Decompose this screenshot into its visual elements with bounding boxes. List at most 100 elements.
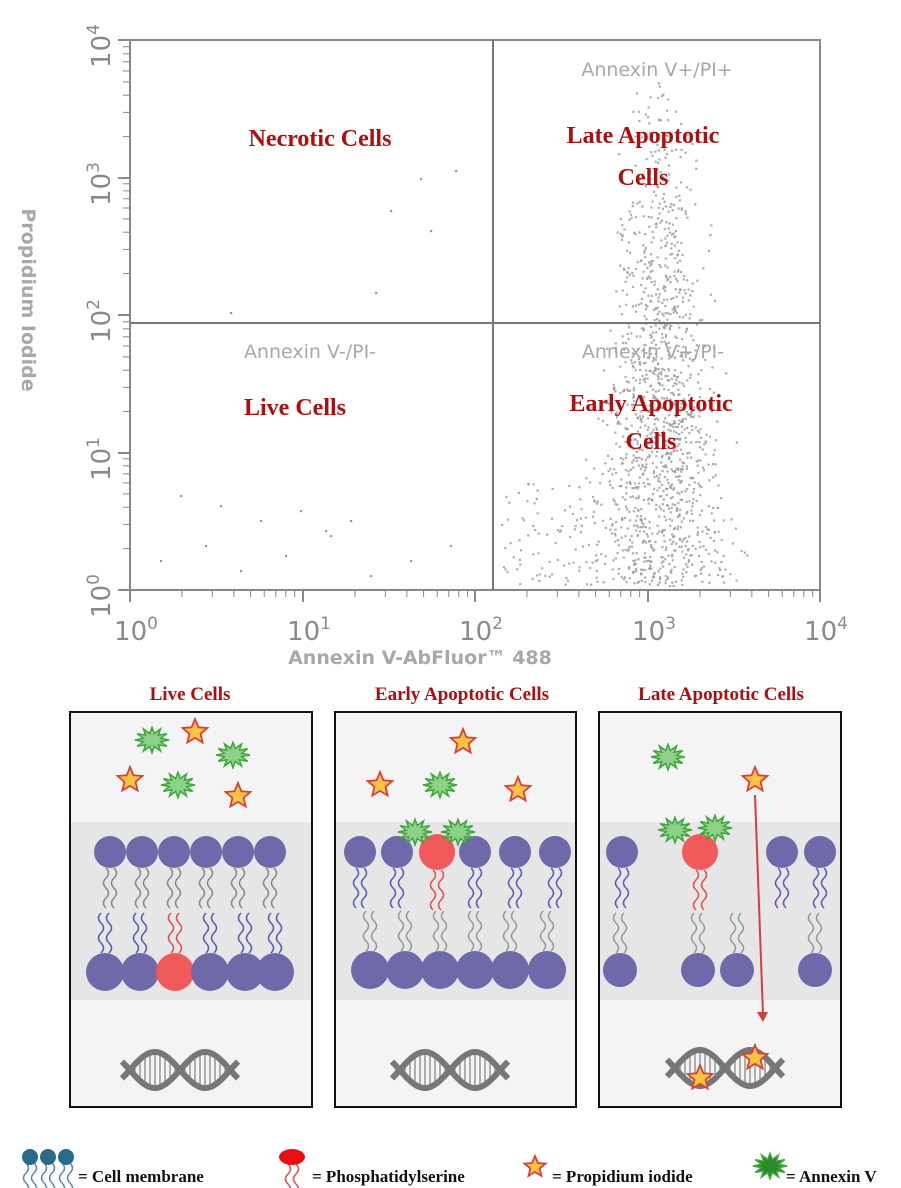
dot	[667, 98, 669, 100]
dot	[635, 568, 637, 570]
dot	[676, 445, 678, 447]
dot	[643, 530, 645, 532]
dot	[606, 424, 608, 426]
dot	[659, 222, 661, 224]
dot	[622, 435, 624, 437]
dot	[659, 85, 661, 87]
dot	[664, 529, 666, 531]
dot	[668, 369, 670, 371]
dot	[694, 203, 696, 205]
dot	[597, 500, 599, 502]
dot	[658, 581, 660, 583]
dot	[661, 337, 663, 339]
dot	[615, 521, 617, 523]
dot	[642, 523, 644, 525]
dot	[665, 275, 667, 277]
dot	[656, 223, 658, 225]
dot	[668, 211, 670, 213]
dot	[622, 289, 624, 291]
dot	[507, 519, 509, 521]
dot	[667, 379, 669, 381]
dot	[605, 555, 607, 557]
dot	[662, 490, 664, 492]
dot	[683, 275, 685, 277]
dot	[632, 552, 634, 554]
dot	[699, 514, 701, 516]
dot	[674, 335, 676, 337]
dot	[688, 289, 690, 291]
dot	[641, 519, 643, 521]
dot	[611, 458, 613, 460]
dot	[628, 267, 630, 269]
dot	[708, 250, 710, 252]
dot	[683, 568, 685, 570]
dot	[656, 525, 658, 527]
dot	[735, 528, 737, 530]
dot	[598, 541, 600, 543]
dot	[689, 317, 691, 319]
dot	[625, 457, 627, 459]
tick-base: 10	[287, 617, 320, 647]
dot	[679, 260, 681, 262]
dot	[715, 474, 717, 476]
dot	[665, 549, 667, 551]
dot	[681, 254, 683, 256]
dot	[629, 211, 631, 213]
dot	[596, 503, 598, 505]
dot	[656, 417, 658, 419]
dot	[672, 385, 674, 387]
dot	[663, 534, 665, 536]
dot	[674, 422, 676, 424]
dot	[646, 533, 648, 535]
dot	[678, 381, 680, 383]
dot	[658, 530, 660, 532]
dot	[513, 556, 515, 558]
dot	[680, 499, 682, 501]
dot	[658, 149, 660, 151]
dot	[602, 473, 604, 475]
dot	[640, 468, 642, 470]
dot	[619, 366, 621, 368]
dot	[634, 507, 636, 509]
dot	[677, 262, 679, 264]
dot	[631, 541, 633, 543]
dot	[674, 470, 676, 472]
lipid-tail	[50, 1163, 55, 1188]
dot	[686, 452, 688, 454]
dot	[667, 119, 669, 121]
dot	[700, 486, 702, 488]
dot	[618, 544, 620, 546]
dot	[572, 562, 574, 564]
dot	[680, 271, 682, 273]
dot	[674, 235, 676, 237]
dot	[696, 534, 698, 536]
dot	[641, 464, 643, 466]
dot	[690, 456, 692, 458]
dot	[678, 433, 680, 435]
dot	[532, 553, 534, 555]
dot	[632, 275, 634, 277]
dot	[681, 584, 683, 586]
dot	[635, 520, 637, 522]
lipid-head	[720, 953, 754, 987]
dot	[659, 568, 661, 570]
dot	[664, 286, 666, 288]
dot	[657, 162, 659, 164]
tick-label: 104	[84, 24, 117, 68]
dot	[628, 219, 630, 221]
dot	[698, 441, 700, 443]
dot	[655, 455, 657, 457]
dot	[649, 565, 651, 567]
dot	[660, 508, 662, 510]
dot	[698, 555, 700, 557]
dot	[654, 151, 656, 153]
dot	[600, 553, 602, 555]
dot	[629, 482, 631, 484]
dot	[205, 545, 207, 547]
dot	[636, 487, 638, 489]
dot	[647, 116, 649, 118]
dot	[627, 550, 629, 552]
dot	[640, 302, 642, 304]
dot	[685, 441, 687, 443]
dot	[544, 575, 546, 577]
